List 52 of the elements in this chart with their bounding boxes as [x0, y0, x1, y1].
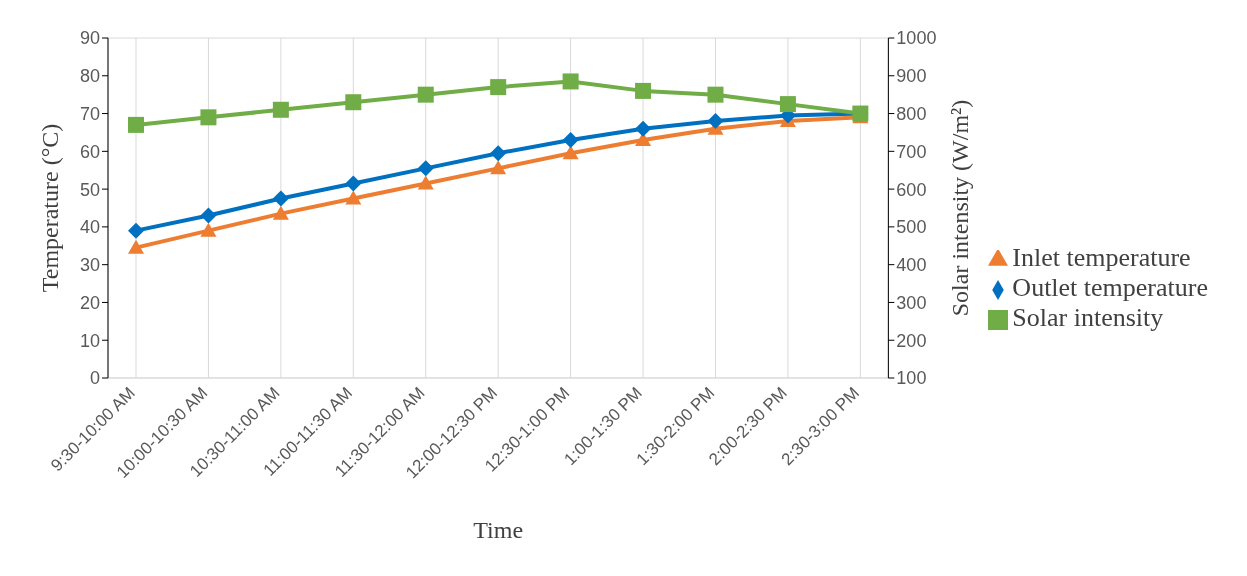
- point: [635, 82, 652, 99]
- legend-label: Inlet temperature: [1012, 243, 1191, 272]
- y-tick-label: 80: [79, 66, 100, 87]
- y2-tick-label: 800: [896, 103, 927, 124]
- y-tick-label: 20: [79, 292, 100, 313]
- point: [779, 96, 796, 113]
- y-tick-label: 90: [79, 28, 100, 49]
- point: [707, 86, 724, 103]
- point: [562, 145, 579, 160]
- y-tick-label: 30: [79, 255, 100, 276]
- point: [490, 160, 507, 175]
- legend-label: Outlet temperature: [1012, 273, 1208, 302]
- y-tick-label: 50: [79, 179, 100, 200]
- y2-axis-title: Solar intensity (W/m²): [947, 99, 974, 317]
- point: [272, 205, 289, 220]
- point: [417, 86, 434, 103]
- point: [490, 145, 507, 162]
- point: [272, 101, 289, 118]
- point: [417, 175, 434, 190]
- y-tick-label: 0: [89, 368, 100, 389]
- y2-tick-label: 400: [896, 255, 927, 276]
- y2-tick-label: 500: [896, 217, 927, 238]
- y2-tick-label: 700: [896, 141, 927, 162]
- y-tick-label: 60: [79, 141, 100, 162]
- point: [200, 207, 217, 224]
- point: [417, 160, 434, 177]
- point: [490, 79, 507, 96]
- point: [128, 116, 144, 133]
- y-tick-label: 70: [79, 103, 100, 124]
- y2-tick-label: 100: [896, 368, 927, 389]
- y2-tick-label: 300: [896, 292, 927, 313]
- point: [200, 222, 217, 237]
- point: [128, 222, 144, 239]
- point: [200, 109, 217, 126]
- point: [345, 94, 362, 111]
- y-tick-label: 10: [79, 330, 100, 351]
- y2-tick-label: 900: [896, 66, 927, 87]
- y-axis-title: Temperature (°C): [37, 123, 63, 293]
- point: [345, 190, 362, 205]
- point: [128, 239, 144, 254]
- legend-label: Solar intensity: [1012, 303, 1164, 332]
- y-tick-label: 40: [79, 217, 100, 238]
- point: [345, 175, 362, 192]
- point: [562, 132, 579, 148]
- point: [635, 120, 652, 137]
- point: [707, 113, 724, 130]
- y2-tick-label: 200: [896, 330, 927, 351]
- x-axis-title: Time: [473, 517, 524, 543]
- y2-tick-label: 1000: [896, 28, 937, 49]
- point: [272, 190, 289, 207]
- y2-tick-label: 600: [896, 179, 927, 200]
- point: [562, 73, 579, 90]
